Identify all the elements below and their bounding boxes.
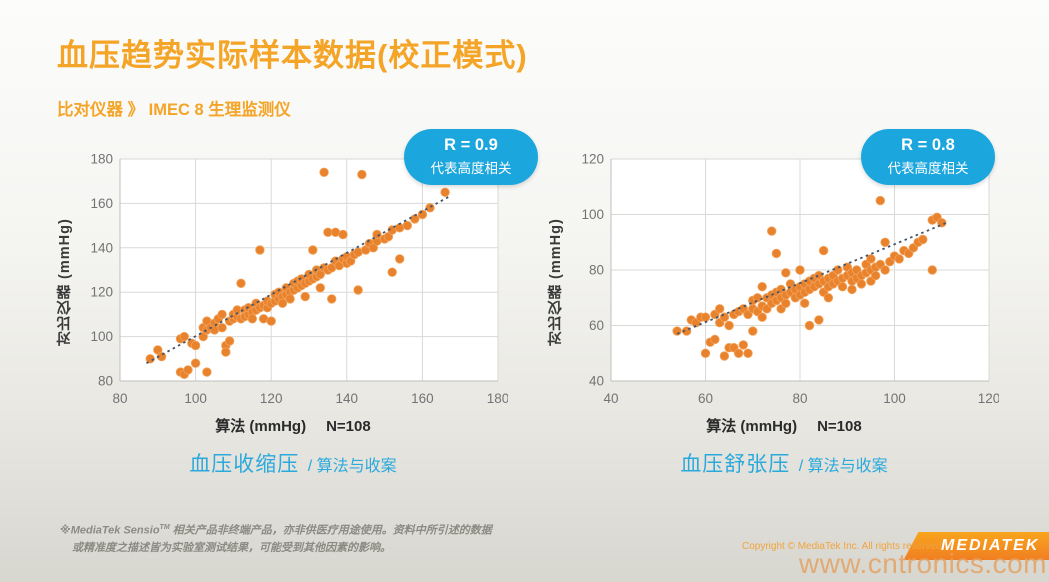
- r-value: R = 0.9: [444, 136, 498, 154]
- page-subtitle: 比对仪器 》 IMEC 8 生理监测仪: [57, 101, 291, 119]
- r-value: R = 0.8: [901, 136, 955, 154]
- caption-main: 血压舒张压: [680, 453, 791, 476]
- r-note: 代表高度相关: [430, 161, 512, 176]
- sample-count: N=108: [817, 418, 862, 435]
- chart-caption-diastolic: 血压舒张压 / 算法与收案: [569, 448, 999, 478]
- svg-text:80: 80: [112, 391, 127, 406]
- disclaimer-footnote: ※MediaTek SensioTM 相关产品非终端产品，亦非供医疗用途使用。资…: [60, 519, 530, 557]
- svg-text:140: 140: [336, 391, 359, 406]
- page-title: 血压趋势实际样本数据(校正模式): [57, 38, 528, 73]
- svg-text:180: 180: [90, 152, 113, 167]
- copyright-text: Copyright © MediaTek Inc. All rights res…: [742, 541, 942, 552]
- caption-main: 血压收缩压: [189, 453, 300, 476]
- r-note: 代表高度相关: [887, 161, 969, 176]
- site-watermark: www.cntronics.com: [798, 548, 1047, 579]
- correlation-badge-systolic: R = 0.9 代表高度相关: [404, 129, 538, 185]
- svg-text:60: 60: [589, 318, 604, 333]
- svg-text:160: 160: [411, 391, 434, 406]
- chart-caption-systolic: 血压收缩压 / 算法与收案: [78, 448, 508, 478]
- svg-text:100: 100: [581, 207, 604, 222]
- y-axis-title: 对比仪器 (mmHg): [548, 218, 564, 346]
- x-axis-title: 算法 (mmHg) N=108: [78, 415, 508, 436]
- footnote-line1: ※MediaTek SensioTM 相关产品非终端产品，亦非供医疗用途使用。资…: [60, 524, 492, 537]
- x-axis-label: 算法 (mmHg): [706, 418, 798, 435]
- svg-text:140: 140: [90, 240, 113, 255]
- svg-text:160: 160: [90, 196, 113, 211]
- diastolic-scatter-plot: 40 60 80 100 120 40 60 80 100 120: [581, 152, 999, 407]
- svg-text:100: 100: [883, 391, 906, 406]
- footnote-line2: 或精准度之描述皆为实验室测试结果，可能受到其他因素的影响。: [72, 541, 391, 554]
- svg-text:60: 60: [698, 391, 713, 406]
- svg-text:80: 80: [792, 391, 807, 406]
- svg-text:120: 120: [260, 391, 283, 406]
- svg-text:40: 40: [589, 374, 604, 389]
- sample-count: N=108: [326, 418, 371, 435]
- caption-sub: / 算法与收案: [307, 458, 397, 475]
- svg-text:120: 120: [978, 391, 999, 406]
- caption-sub: / 算法与收案: [798, 458, 888, 475]
- x-axis-title: 算法 (mmHg) N=108: [569, 415, 999, 436]
- svg-text:80: 80: [98, 374, 113, 389]
- x-axis-label: 算法 (mmHg): [215, 418, 307, 435]
- svg-text:100: 100: [90, 329, 113, 344]
- systolic-chart-panel: R = 0.9 代表高度相关 对比仪器 (mmHg) 80 100 120 140 16…: [52, 129, 538, 507]
- y-axis-title: 对比仪器 (mmHg): [57, 218, 73, 346]
- tm-mark: TM: [159, 524, 170, 531]
- correlation-badge-diastolic: R = 0.8 代表高度相关: [861, 129, 995, 185]
- diastolic-chart-panel: R = 0.8 代表高度相关 对比仪器 (mmHg) 40 60 80 100 120 4…: [543, 129, 1013, 507]
- svg-text:80: 80: [589, 263, 604, 278]
- svg-text:120: 120: [90, 285, 113, 300]
- svg-text:100: 100: [184, 391, 207, 406]
- svg-text:40: 40: [603, 391, 618, 406]
- systolic-scatter-plot: 80 100 120 140 160 180 80 100 120 140 160 180: [90, 152, 508, 407]
- svg-text:180: 180: [487, 391, 508, 406]
- svg-text:120: 120: [581, 152, 604, 167]
